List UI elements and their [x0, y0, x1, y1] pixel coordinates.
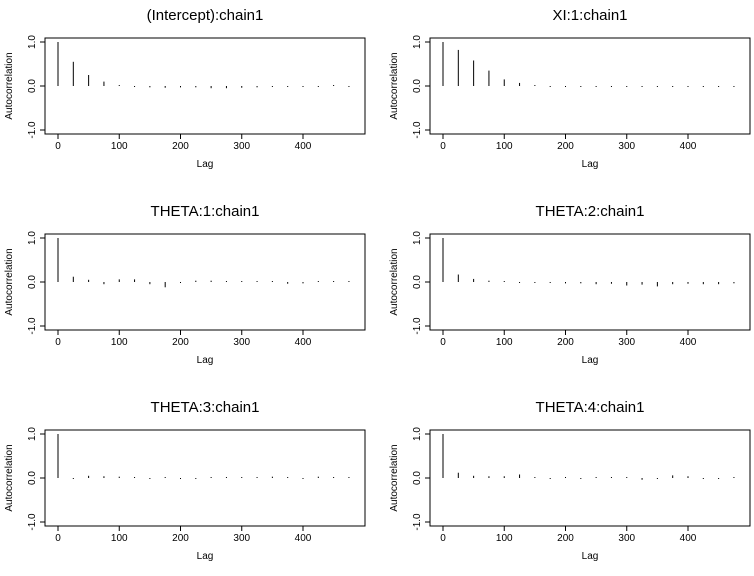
x-tick-label: 300 [233, 533, 250, 544]
x-tick-label: 100 [111, 337, 128, 348]
x-tick-label: 100 [496, 337, 513, 348]
y-tick-label: -1.0 [412, 513, 423, 531]
chart-title: THETA:3:chain1 [151, 399, 260, 416]
x-tick-label: 0 [55, 141, 61, 152]
x-tick-label: 400 [295, 533, 312, 544]
x-tick-label: 300 [618, 337, 635, 348]
y-tick-label: 1.0 [412, 427, 423, 441]
acf-panel-4: THETA:2:chain1 0 100 200 300 400 -1.0 0.0 1.0 Lag… [389, 203, 751, 366]
x-tick-label: 400 [295, 337, 312, 348]
chart-title: (Intercept):chain1 [147, 7, 264, 24]
x-tick-label: 400 [680, 141, 697, 152]
y-axis-label: Autocorrelation [389, 248, 400, 315]
y-tick-label: -1.0 [27, 317, 38, 335]
y-tick-label: 0.0 [27, 275, 38, 289]
x-axis-label: Lag [582, 355, 599, 366]
x-tick-label: 0 [55, 533, 61, 544]
x-tick-label: 100 [111, 141, 128, 152]
x-tick-label: 200 [172, 533, 189, 544]
y-tick-label: 1.0 [412, 35, 423, 49]
y-tick-label: 1.0 [27, 231, 38, 245]
plot-frame [429, 429, 751, 527]
y-axis-label: Autocorrelation [4, 248, 15, 315]
x-tick-label: 400 [295, 141, 312, 152]
plot-frame [44, 429, 366, 527]
x-tick-label: 300 [233, 141, 250, 152]
x-tick-label: 200 [557, 337, 574, 348]
acf-panel-3: THETA:1:chain1 0 100 200 300 400 -1.0 0.0 1.0 Lag… [4, 203, 366, 366]
acf-panel-1: (Intercept):chain1 0 100 200 300 400 -1.0 0.0 1.… [4, 7, 366, 170]
y-axis-label: Autocorrelation [4, 52, 15, 119]
x-tick-label: 100 [111, 533, 128, 544]
plot-frame [429, 37, 751, 135]
y-tick-label: 0.0 [412, 79, 423, 93]
y-tick-label: -1.0 [412, 317, 423, 335]
y-axis-label: Autocorrelation [389, 444, 400, 511]
x-tick-label: 200 [557, 141, 574, 152]
x-tick-label: 400 [680, 533, 697, 544]
plot-frame [44, 37, 366, 135]
x-tick-label: 0 [440, 141, 446, 152]
y-tick-label: 0.0 [412, 275, 423, 289]
chart-title: THETA:1:chain1 [151, 203, 260, 220]
y-tick-label: 1.0 [27, 427, 38, 441]
x-tick-label: 0 [55, 337, 61, 348]
y-tick-label: 1.0 [412, 231, 423, 245]
y-tick-label: 0.0 [27, 79, 38, 93]
x-tick-label: 200 [172, 337, 189, 348]
y-tick-label: 1.0 [27, 35, 38, 49]
acf-panel-5: THETA:3:chain1 0 100 200 300 400 -1.0 0.0 1.0 Lag… [4, 399, 366, 562]
plot-frame [429, 233, 751, 331]
x-axis-label: Lag [197, 551, 214, 562]
x-axis-label: Lag [197, 355, 214, 366]
y-tick-label: -1.0 [412, 121, 423, 139]
x-tick-label: 100 [496, 141, 513, 152]
y-tick-label: 0.0 [412, 471, 423, 485]
y-tick-label: -1.0 [27, 121, 38, 139]
x-tick-label: 300 [233, 337, 250, 348]
x-tick-label: 0 [440, 337, 446, 348]
y-axis-label: Autocorrelation [4, 444, 15, 511]
x-tick-label: 100 [496, 533, 513, 544]
chart-title: THETA:4:chain1 [536, 399, 645, 416]
x-tick-label: 300 [618, 533, 635, 544]
x-axis-label: Lag [582, 159, 599, 170]
x-tick-label: 200 [172, 141, 189, 152]
x-tick-label: 200 [557, 533, 574, 544]
x-tick-label: 400 [680, 337, 697, 348]
plot-frame [44, 233, 366, 331]
chart-title: THETA:2:chain1 [536, 203, 645, 220]
acf-panel-2: XI:1:chain1 0 100 200 300 400 -1.0 0.0 1.0 Lag Aut… [389, 7, 751, 170]
y-axis-label: Autocorrelation [389, 52, 400, 119]
x-axis-label: Lag [197, 159, 214, 170]
x-tick-label: 300 [618, 141, 635, 152]
x-tick-label: 0 [440, 533, 446, 544]
acf-panel-6: THETA:4:chain1 0 100 200 300 400 -1.0 0.0 1.0 Lag… [389, 399, 751, 562]
y-tick-label: 0.0 [27, 471, 38, 485]
chart-title: XI:1:chain1 [552, 7, 627, 24]
x-axis-label: Lag [582, 551, 599, 562]
y-tick-label: -1.0 [27, 513, 38, 531]
